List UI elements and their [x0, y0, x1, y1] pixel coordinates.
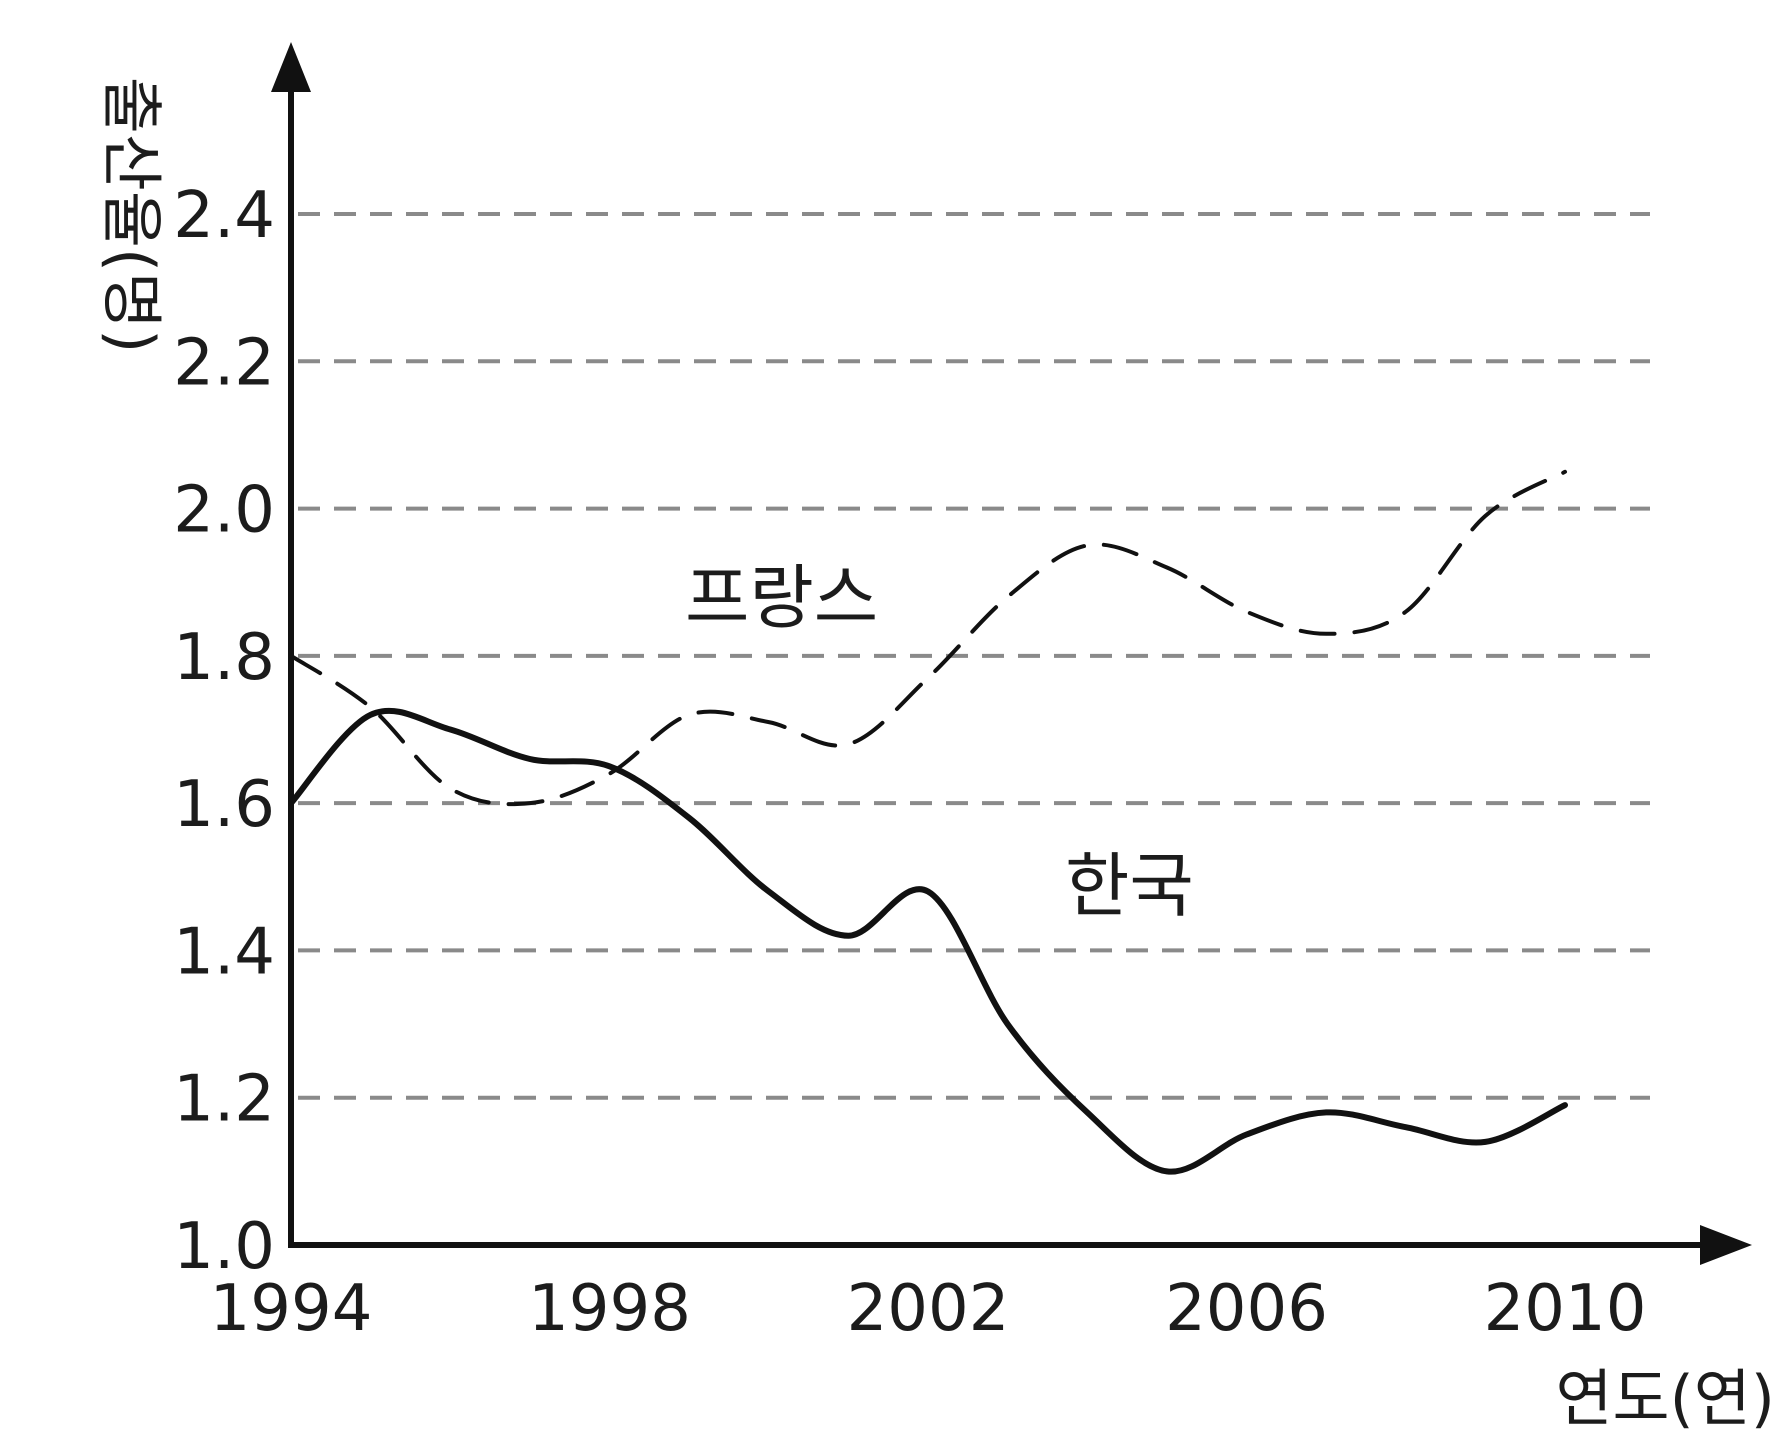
y-axis-title: 출산율(명): [95, 77, 168, 354]
x-tick-label: 2006: [1165, 1272, 1328, 1346]
x-tick-label: 2010: [1484, 1272, 1647, 1346]
series-label-korea: 한국: [1065, 845, 1194, 927]
axis-titles: 출산율(명) 연도(연): [95, 77, 1775, 1435]
tick-labels: 1.0 1.2 1.4 1.6 1.8 2.0 2.2 2.4 1994 1998 2002 2006…: [173, 179, 1646, 1346]
y-tick-label: 1.6: [173, 768, 275, 842]
x-tick-label: 1998: [528, 1272, 691, 1346]
series-line-france: [289, 469, 1567, 807]
x-tick-label: 1994: [210, 1272, 373, 1346]
x-axis-arrow-icon: [1700, 1225, 1752, 1265]
y-tick-label: 1.8: [173, 621, 275, 695]
axes: [271, 42, 1752, 1265]
series-lines: [288, 469, 1568, 1175]
y-tick-label: 2.0: [173, 474, 275, 548]
y-tick-label: 2.2: [173, 326, 275, 400]
series-line-korea: [288, 707, 1568, 1175]
x-axis-title: 연도(연): [1556, 1362, 1776, 1435]
y-tick-label: 1.0: [173, 1210, 275, 1284]
y-tick-label: 1.4: [173, 915, 275, 989]
series-labels: 프랑스 한국: [685, 557, 1194, 927]
y-tick-label: 2.4: [173, 179, 275, 253]
y-axis-arrow-icon: [271, 42, 311, 92]
y-tick-label: 1.2: [173, 1063, 275, 1137]
series-label-france: 프랑스: [685, 557, 878, 639]
gridlines: [298, 212, 1650, 1100]
x-tick-label: 2002: [847, 1272, 1010, 1346]
